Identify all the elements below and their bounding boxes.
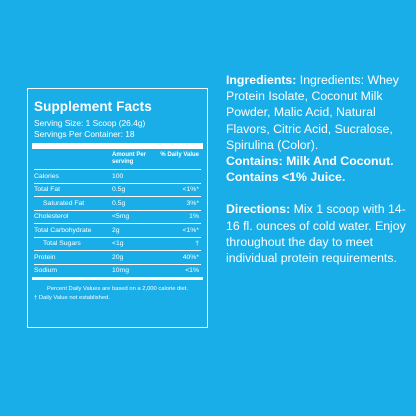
- row-amount: 2g: [112, 226, 120, 234]
- row-dv: †: [195, 240, 199, 248]
- row-amount: 10mg: [112, 267, 130, 275]
- supplement-facts-panel: Supplement Facts Serving Size: 1 Scoop (…: [27, 88, 208, 328]
- facts-row-protein: Protein 20g 40%*: [34, 250, 201, 264]
- row-amount: 0.5g: [112, 199, 126, 207]
- product-info: Ingredients: Ingredients: Whey Protein I…: [226, 72, 406, 266]
- row-dv: <1%: [185, 267, 199, 275]
- facts-row-cholesterol: Cholesterol <5mg 1%: [34, 209, 201, 224]
- directions-block: Directions: Mix 1 scoop with 14-16 fl. o…: [226, 201, 406, 266]
- ingredients-text: Ingredients: Whey Protein Isolate, Cocon…: [226, 73, 399, 152]
- daily-value-header: % Daily Value: [160, 152, 199, 158]
- amount-header: Amount Per serving: [112, 152, 147, 165]
- row-dv: 1%: [189, 213, 199, 221]
- bottom-divider: [32, 277, 203, 280]
- ingredients-block: Ingredients: Ingredients: Whey Protein I…: [226, 72, 406, 153]
- row-amount: 100: [112, 172, 124, 180]
- facts-row-calories: Calories 100: [34, 169, 201, 183]
- footnote-daily-values: Percent Daily Values are based on a 2,00…: [46, 286, 189, 292]
- contains-text: Contains: Milk And Coconut. Contains <1%…: [226, 154, 394, 185]
- spacer: [226, 185, 406, 201]
- row-name: Calories: [34, 172, 59, 180]
- row-name: Saturated Fat: [43, 199, 85, 207]
- row-name: Total Fat: [34, 186, 61, 194]
- row-name: Protein: [34, 253, 56, 261]
- directions-label: Directions:: [226, 202, 291, 217]
- directions-text: Mix 1 scoop with 14-16 fl. ounces of col…: [226, 202, 406, 266]
- row-dv: <1%*: [182, 226, 199, 234]
- row-dv: 40%*: [182, 253, 199, 261]
- row-amount: 20g: [112, 253, 124, 261]
- footnotes: Percent Daily Values are based on a 2,00…: [34, 280, 201, 302]
- ingredients-label: Ingredients:: [226, 73, 297, 87]
- supplement-facts-title: Supplement Facts: [34, 99, 152, 114]
- serving-size: Serving Size: 1 Scoop (26.4g): [34, 118, 146, 128]
- row-name: Total Carbohydrate: [34, 226, 92, 234]
- facts-row-saturated-fat: Saturated Fat 0.5g 3%*: [34, 196, 201, 210]
- facts-header: Amount Per serving % Daily Value: [34, 152, 201, 169]
- servings-per-container: Servings Per Container: 18: [34, 128, 135, 139]
- row-name: Total Sugars: [43, 240, 81, 248]
- row-dv: <1%*: [182, 186, 199, 194]
- facts-row-sodium: Sodium 10mg <1%: [34, 263, 201, 278]
- facts-row-total-fat: Total Fat 0.5g <1%*: [34, 182, 201, 197]
- row-name: Sodium: [34, 267, 58, 275]
- row-amount: 0.5g: [112, 186, 126, 194]
- row-name: Cholesterol: [34, 213, 69, 221]
- footnote-dagger: † Daily Value not established.: [34, 294, 110, 301]
- row-dv: 3%*: [186, 199, 199, 207]
- row-amount: <5mg: [112, 213, 130, 221]
- row-amount: <1g: [112, 240, 124, 248]
- facts-row-total-carbohydrate: Total Carbohydrate 2g <1%*: [34, 223, 201, 237]
- facts-row-total-sugars: Total Sugars <1g †: [34, 236, 201, 251]
- contains-block: Contains: Milk And Coconut. Contains <1%…: [226, 153, 406, 185]
- thick-divider: [32, 143, 203, 149]
